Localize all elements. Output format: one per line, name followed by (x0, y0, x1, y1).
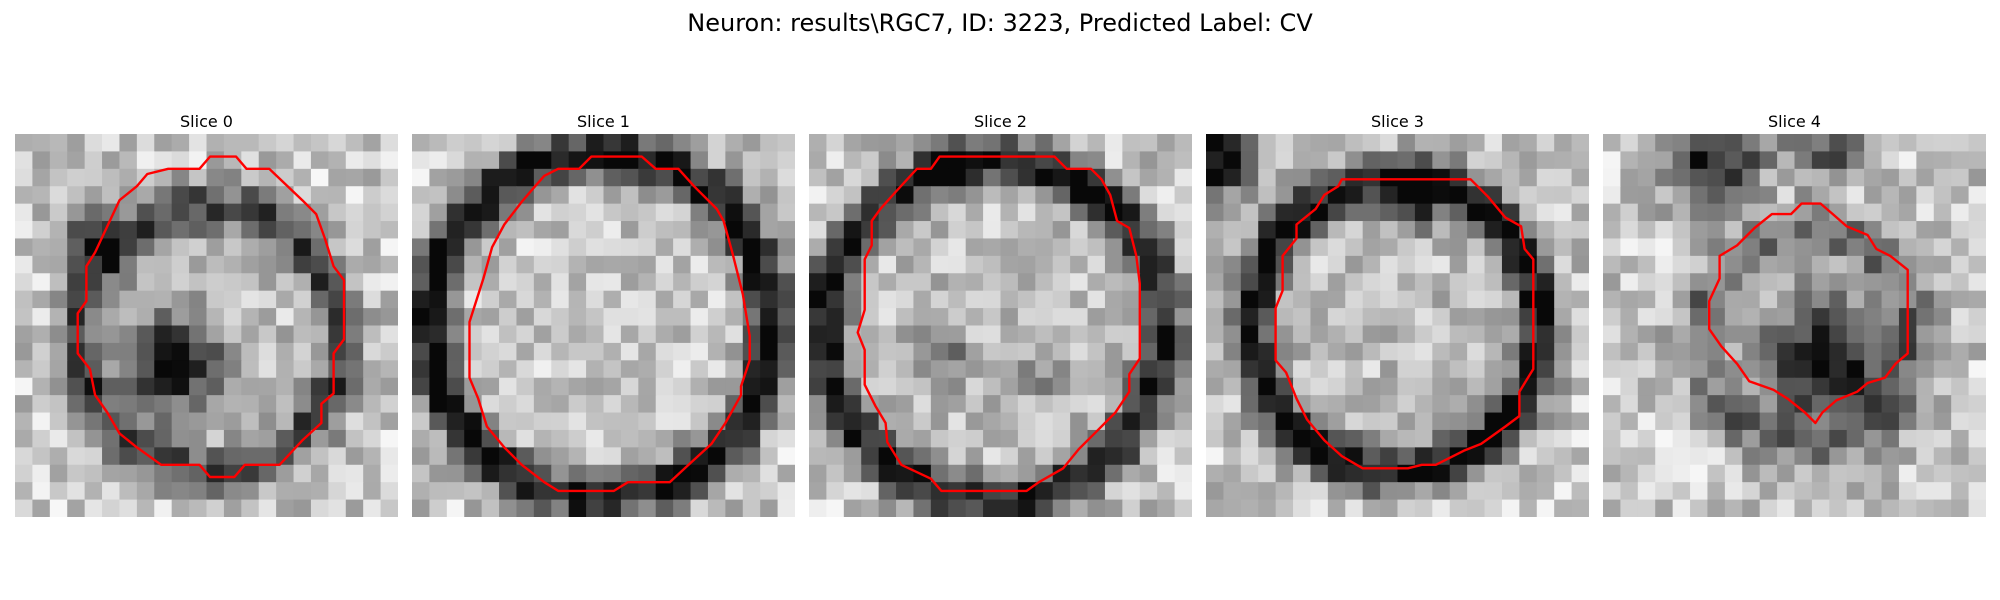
slice-svg-0 (15, 134, 398, 517)
pixel-grid (809, 134, 1192, 517)
slice-svg-4 (1603, 134, 1986, 517)
slice-title: Slice 3 (1371, 112, 1424, 131)
slice-svg-3 (1206, 134, 1589, 517)
slice-svg-2 (809, 134, 1192, 517)
slice-image (412, 134, 795, 517)
slice-panel-0: Slice 0 (15, 110, 398, 517)
slice-image (809, 134, 1192, 517)
pixel-grid (15, 134, 398, 517)
cell-contour-outline (468, 155, 751, 493)
pixel-grid (412, 134, 795, 517)
cell-contour-outline (1274, 178, 1535, 470)
pixel-grid (1603, 134, 1986, 517)
slice-image (1603, 134, 1986, 517)
slice-title: Slice 2 (974, 112, 1027, 131)
cell-contour-outline (1707, 202, 1909, 425)
slice-title: Slice 4 (1768, 112, 1821, 131)
pixel-grid (1206, 134, 1589, 517)
slice-panel-4: Slice 4 (1603, 110, 1986, 517)
slice-svg-1 (412, 134, 795, 517)
slice-panel-1: Slice 1 (412, 110, 795, 517)
slice-panel-3: Slice 3 (1206, 110, 1589, 517)
slice-title: Slice 0 (180, 112, 233, 131)
slice-image (1206, 134, 1589, 517)
cell-contour-outline (76, 155, 346, 479)
figure-title: Neuron: results\RGC7, ID: 3223, Predicte… (687, 9, 1313, 37)
slice-panel-2: Slice 2 (809, 110, 1192, 517)
slice-title: Slice 1 (577, 112, 630, 131)
slice-image (15, 134, 398, 517)
cell-contour-outline (856, 155, 1141, 493)
